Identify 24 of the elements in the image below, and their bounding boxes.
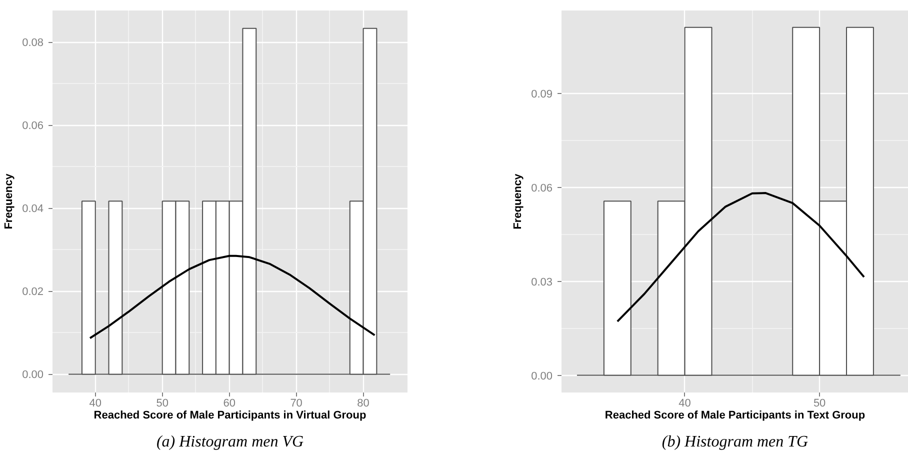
x-tick-label: 40 bbox=[89, 398, 102, 410]
y-tick-label: 0.08 bbox=[22, 37, 44, 50]
line-series bbox=[89, 254, 376, 340]
x-tick-label: 40 bbox=[678, 398, 691, 410]
x-tick-label: 50 bbox=[813, 398, 826, 410]
x-tick-label: 50 bbox=[156, 398, 168, 410]
y-tick-label: 0.06 bbox=[531, 182, 553, 194]
y-tick-label: 0.09 bbox=[531, 88, 553, 100]
y-tick-label: 0.02 bbox=[22, 286, 44, 298]
y-axis-title: Frequency bbox=[3, 172, 16, 230]
y-tick-label: 0.00 bbox=[531, 370, 553, 382]
y-axis-title: Frequency bbox=[512, 172, 524, 230]
x-axis-title: Reached Score of Male Participants in Text Group bbox=[604, 410, 866, 422]
text: (a) Histogram men VG bbox=[156, 434, 304, 450]
y-tick-label: 0.00 bbox=[22, 369, 44, 382]
x-axis-title: Reached Score of Male Participants in Virtual Group bbox=[94, 410, 366, 422]
x-tick-label: 80 bbox=[357, 398, 370, 410]
y-tick-label: 0.03 bbox=[531, 276, 553, 288]
text: (b) Histogram men TG bbox=[662, 434, 809, 450]
y-tick-label: 0.04 bbox=[22, 203, 44, 216]
x-tick-label: 70 bbox=[290, 398, 302, 410]
y-tick-label: 0.06 bbox=[22, 120, 44, 132]
x-tick-label: 60 bbox=[223, 398, 236, 410]
line-series bbox=[616, 192, 866, 322]
